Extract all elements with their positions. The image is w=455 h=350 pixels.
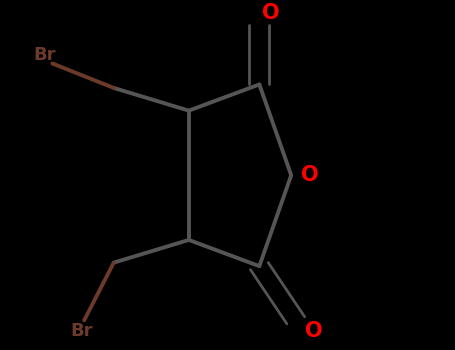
Text: O: O [262,3,279,23]
Text: Br: Br [71,322,93,340]
Text: O: O [301,165,318,185]
Text: O: O [305,321,323,341]
Text: Br: Br [33,46,56,64]
